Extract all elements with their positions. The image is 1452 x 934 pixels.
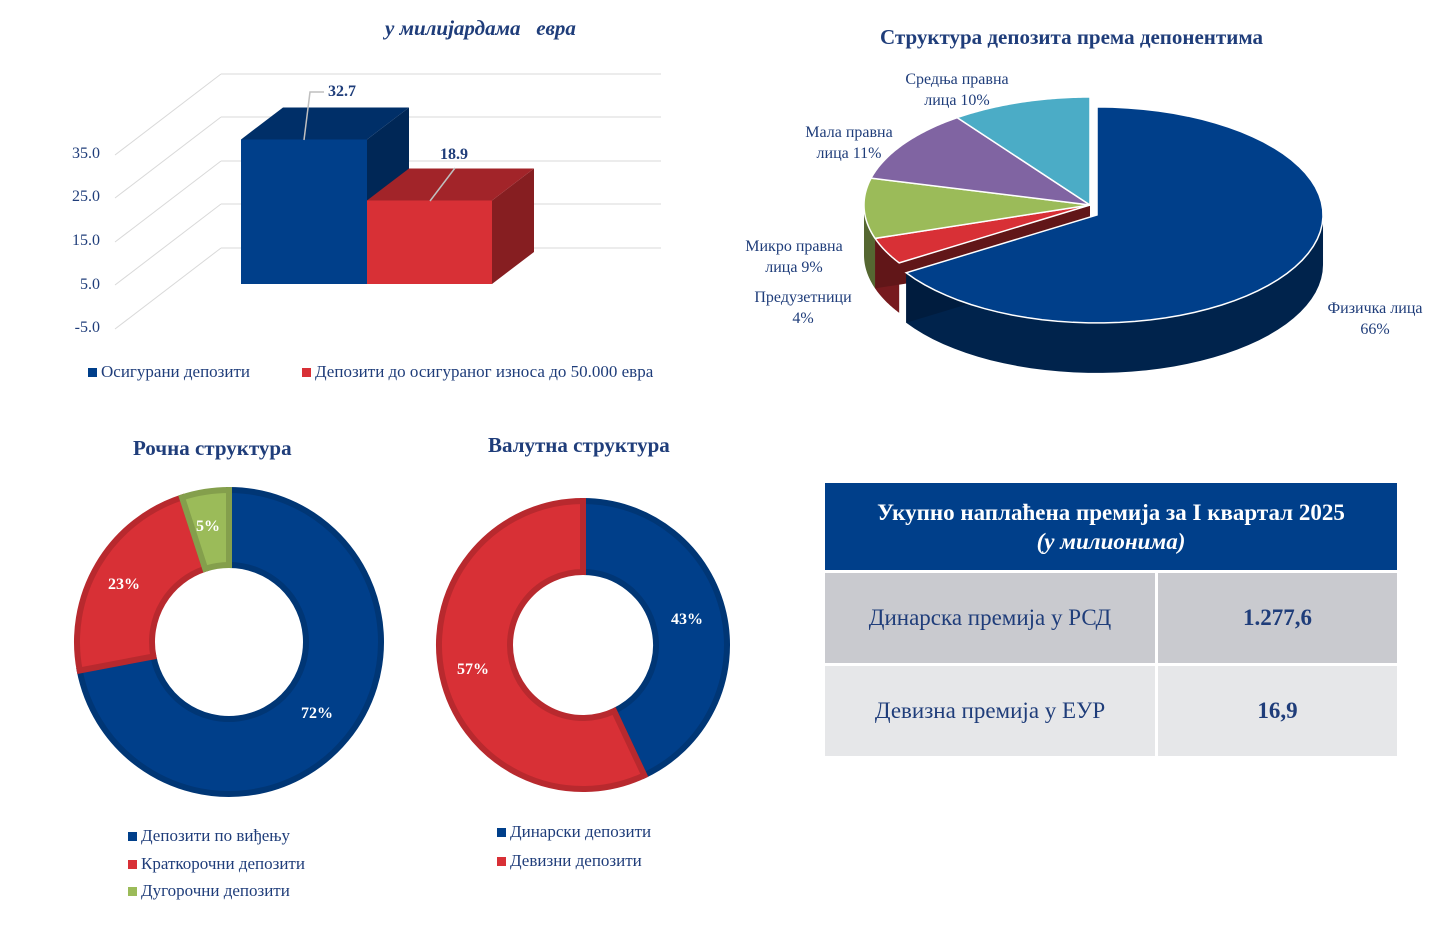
row-label: Динарска премија у РСД — [825, 573, 1155, 663]
legend-swatch — [88, 367, 97, 377]
label-entrepreneurs: Предузетници 4% — [754, 289, 852, 327]
bar-side — [492, 168, 534, 284]
legend-label: Девизни депозити — [510, 851, 642, 870]
legend-item-foreign: Девизни депозити — [497, 851, 642, 871]
data-label: 43% — [671, 611, 703, 628]
legend-swatch — [497, 856, 506, 866]
pie-chart-title: Структура депозита према депонентима — [880, 25, 1263, 49]
legend-item-short-term: Краткорочни депозити — [128, 854, 305, 874]
gridline-depth — [114, 73, 222, 156]
pie-slice — [863, 177, 1091, 240]
currency-chart-title: Валутна структура — [488, 433, 670, 457]
premium-table: Укупно наплаћена премија за I квартал 20… — [825, 483, 1397, 756]
gridline-depth — [114, 160, 222, 243]
legend-item-long-term: Дугорочни депозити — [128, 881, 290, 901]
y-tick: 35.0 — [72, 145, 100, 162]
legend-label: Депозити до осигураног износа до 50.000 … — [315, 362, 654, 381]
y-tick: 15.0 — [72, 232, 100, 249]
legend-swatch — [128, 886, 137, 896]
table-row: Девизна премија у ЕУР 16,9 — [825, 666, 1397, 756]
pie-slice — [904, 106, 1324, 324]
legend-label: Дугорочни депозити — [141, 881, 290, 900]
table-subtitle: (у милионима) — [1036, 529, 1186, 554]
bar-top — [241, 107, 409, 140]
data-label: 23% — [108, 576, 140, 593]
pie-slice-side — [906, 214, 1324, 373]
data-label-insured: 32.7 — [328, 83, 356, 100]
legend-label: Динарски депозити — [510, 822, 652, 841]
leader-line — [429, 167, 456, 202]
pie-slice — [869, 116, 1091, 206]
maturity-chart-title: Рочна структура — [133, 436, 292, 460]
table-header: Укупно наплаћена премија за I квартал 20… — [825, 483, 1397, 570]
y-tick: 5.0 — [80, 276, 100, 293]
data-label: 5% — [196, 518, 220, 535]
data-label: 72% — [301, 705, 333, 722]
y-tick: 25.0 — [72, 188, 100, 205]
bar-top — [367, 168, 534, 201]
data-label: 57% — [457, 661, 489, 678]
label-medium-entities: Средња правна лица 10% — [905, 71, 1009, 109]
donut-slice — [436, 497, 649, 792]
row-value: 16,9 — [1158, 666, 1397, 756]
label-micro-entities: Микро правна лица 9% — [745, 238, 843, 276]
leader-line — [303, 91, 324, 141]
row-label: Девизна премија у ЕУР — [825, 666, 1155, 756]
legend-item-insured: Осигурани депозити — [88, 362, 250, 382]
label-small-entities: Мала правна лица 11% — [805, 124, 893, 162]
data-label-covered: 18.9 — [440, 146, 468, 163]
table-row: Динарска премија у РСД 1.277,6 — [825, 573, 1397, 663]
gridline-depth — [114, 247, 222, 330]
donut-slice — [76, 486, 384, 797]
y-tick: -5.0 — [74, 319, 100, 336]
gridline-depth — [114, 203, 222, 286]
gridline-depth — [114, 116, 222, 199]
legend-swatch — [497, 827, 506, 837]
legend-swatch — [128, 859, 137, 869]
donut-slice — [178, 486, 232, 573]
bar — [241, 139, 367, 284]
bar-chart-title: у милијардама евра — [385, 16, 576, 40]
pie-slice-side — [864, 205, 876, 289]
pie-slice — [955, 96, 1091, 207]
donut-slice — [580, 497, 730, 780]
legend-swatch — [302, 367, 311, 377]
legend-label: Осигурани депозити — [101, 362, 251, 381]
donut-slice — [74, 493, 209, 674]
bar — [367, 200, 492, 284]
row-value: 1.277,6 — [1158, 573, 1397, 663]
pie-slice — [873, 204, 1091, 264]
label-individuals: Физичка лица 66% — [1327, 300, 1423, 338]
legend-label: Депозити по виђењу — [141, 826, 291, 845]
legend-item-demand: Депозити по виђењу — [128, 826, 290, 846]
legend-swatch — [128, 831, 137, 841]
legend-item-dinar: Динарски депозити — [497, 822, 651, 842]
table-title: Укупно наплаћена премија за I квартал 20… — [877, 500, 1345, 525]
legend-label: Краткорочни депозити — [141, 854, 305, 873]
legend-item-covered: Депозити до осигураног износа до 50.000 … — [302, 362, 653, 382]
